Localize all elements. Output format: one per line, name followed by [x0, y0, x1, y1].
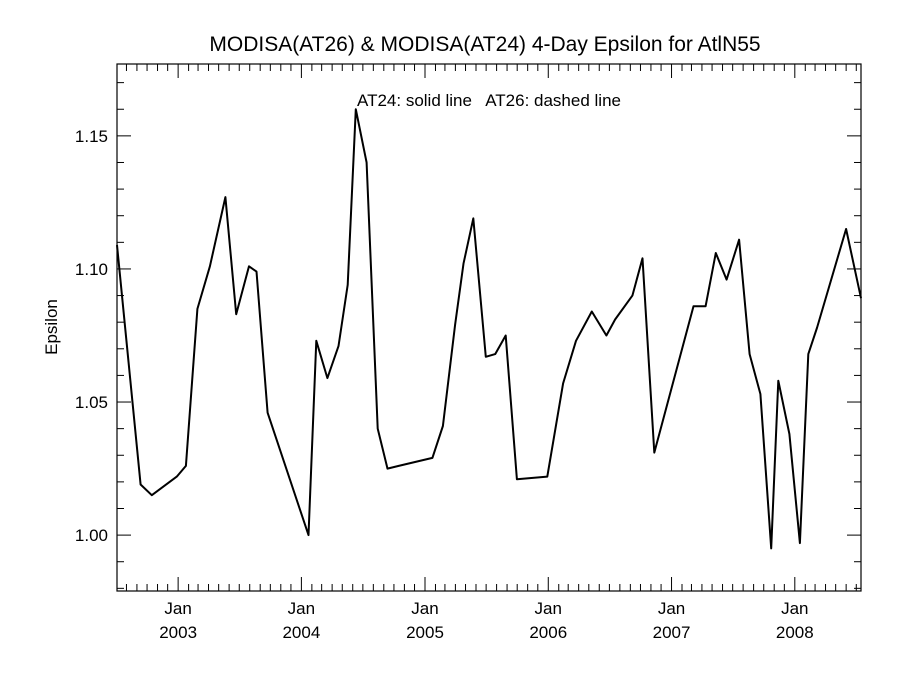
plot-frame: [116, 63, 862, 592]
x-tick-label-month: Jan: [658, 599, 685, 618]
x-tick-label-year: 2003: [159, 623, 197, 642]
series-layer: [116, 108, 862, 550]
y-tick-label: 1.10: [75, 260, 108, 279]
x-tick-label-month: Jan: [164, 599, 191, 618]
y-tick-label: 1.05: [75, 393, 108, 412]
chart-title: MODISA(AT26) & MODISA(AT24) 4-Day Epsilo…: [209, 33, 760, 56]
series-line: [116, 108, 862, 550]
y-axis-ticks: 1.00 1.05 1.10 1.15: [75, 82, 861, 589]
x-tick-label-year: 2006: [529, 623, 567, 642]
x-tick-label-month: Jan: [411, 599, 438, 618]
y-tick-label: 1.15: [75, 127, 108, 146]
x-tick-label-year: 2008: [776, 623, 814, 642]
x-tick-label-month: Jan: [535, 599, 562, 618]
x-tick-label-year: 2004: [282, 623, 320, 642]
x-tick-label-month: Jan: [288, 599, 315, 618]
chart-annotation: AT24: solid line AT26: dashed line: [357, 91, 621, 110]
y-axis-label: Epsilon: [42, 299, 61, 355]
y-tick-label: 1.00: [75, 526, 108, 545]
x-tick-label-month: Jan: [781, 599, 808, 618]
x-axis-ticks: Jan 2003 Jan 2004 Jan 2005 Jan 2006 Jan 2007 Jan 20…: [125, 64, 857, 642]
x-tick-label-year: 2007: [653, 623, 691, 642]
x-tick-label-year: 2005: [406, 623, 444, 642]
